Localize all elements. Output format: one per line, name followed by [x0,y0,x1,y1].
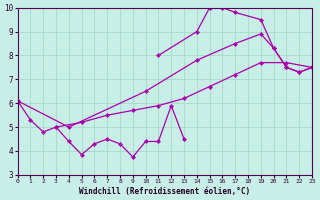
X-axis label: Windchill (Refroidissement éolien,°C): Windchill (Refroidissement éolien,°C) [79,187,250,196]
